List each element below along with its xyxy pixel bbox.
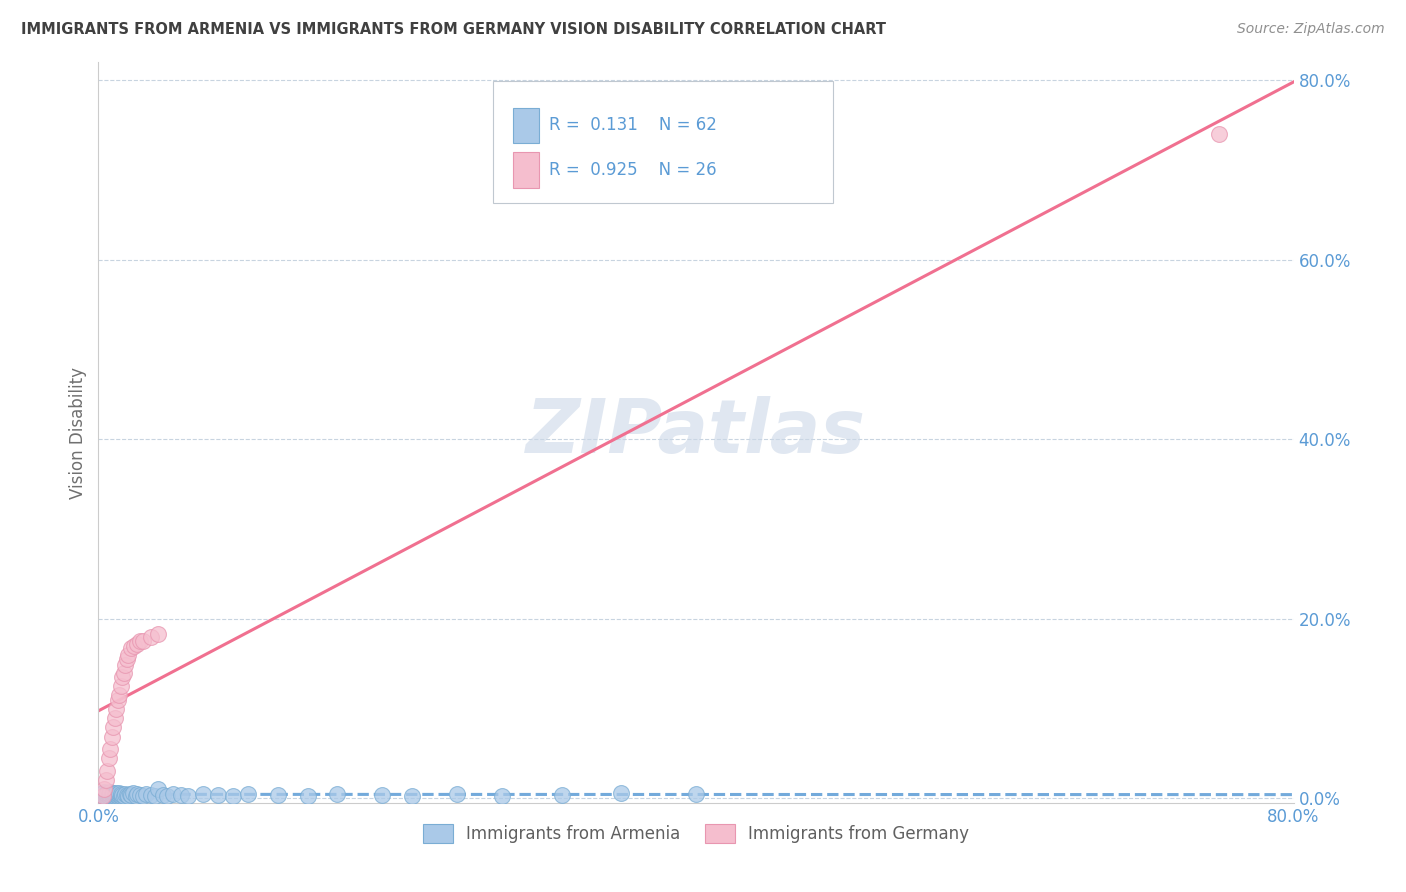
Text: Source: ZipAtlas.com: Source: ZipAtlas.com	[1237, 22, 1385, 37]
Point	[108, 688, 131, 702]
Point	[121, 786, 143, 800]
Point	[97, 789, 120, 803]
Point	[191, 787, 214, 801]
Point	[110, 787, 132, 801]
FancyBboxPatch shape	[513, 108, 540, 143]
Legend: Immigrants from Armenia, Immigrants from Germany: Immigrants from Armenia, Immigrants from…	[416, 817, 976, 850]
Point	[94, 773, 117, 788]
Point	[108, 788, 131, 802]
Point	[96, 788, 118, 802]
Point	[162, 787, 184, 801]
FancyBboxPatch shape	[494, 81, 834, 203]
Point	[267, 788, 290, 802]
Point	[107, 692, 129, 706]
Point	[93, 782, 115, 797]
Point	[169, 788, 191, 802]
Text: IMMIGRANTS FROM ARMENIA VS IMMIGRANTS FROM GERMANY VISION DISABILITY CORRELATION: IMMIGRANTS FROM ARMENIA VS IMMIGRANTS FR…	[21, 22, 886, 37]
Point	[207, 788, 229, 802]
Point	[550, 788, 572, 802]
Point	[1208, 127, 1230, 141]
Point	[105, 701, 128, 715]
Point	[98, 742, 122, 756]
Point	[297, 789, 319, 803]
Text: ZIPatlas: ZIPatlas	[526, 396, 866, 469]
Point	[110, 789, 132, 803]
Point	[152, 788, 174, 802]
Point	[97, 787, 120, 801]
Point	[115, 652, 138, 666]
Point	[103, 788, 125, 802]
Point	[104, 789, 127, 803]
Point	[98, 788, 122, 802]
Point	[148, 782, 170, 797]
Point	[401, 789, 423, 803]
Point	[222, 789, 245, 803]
Point	[91, 789, 114, 803]
Point	[93, 788, 115, 802]
Point	[132, 634, 155, 648]
Point	[101, 731, 124, 745]
Point	[105, 788, 128, 802]
Point	[139, 788, 162, 802]
Point	[118, 787, 141, 801]
Point	[135, 787, 157, 801]
Point	[114, 787, 136, 801]
Point	[112, 789, 135, 803]
Point	[111, 788, 134, 802]
Point	[112, 665, 135, 680]
Point	[117, 789, 139, 803]
Point	[143, 789, 166, 803]
Point	[103, 719, 125, 733]
Point	[129, 788, 152, 802]
Point	[94, 787, 117, 801]
Point	[114, 658, 136, 673]
Point	[105, 786, 128, 800]
Point	[98, 785, 122, 799]
Point	[685, 787, 707, 801]
Point	[104, 710, 127, 724]
Point	[127, 787, 149, 801]
Point	[103, 786, 125, 800]
Point	[91, 789, 114, 803]
Point	[97, 751, 120, 765]
Point	[96, 764, 118, 779]
Text: R =  0.925    N = 26: R = 0.925 N = 26	[548, 161, 717, 178]
Point	[127, 637, 149, 651]
Point	[148, 627, 170, 641]
Point	[96, 786, 118, 800]
Point	[104, 787, 127, 801]
Point	[139, 630, 162, 644]
Point	[125, 789, 148, 803]
Point	[132, 789, 155, 803]
Point	[371, 788, 394, 802]
Point	[94, 789, 117, 803]
Point	[120, 640, 142, 655]
Point	[101, 789, 124, 803]
Point	[110, 679, 132, 693]
Point	[129, 634, 152, 648]
Point	[236, 787, 259, 801]
Point	[101, 787, 124, 801]
Point	[117, 648, 139, 662]
Y-axis label: Vision Disability: Vision Disability	[69, 367, 87, 499]
Point	[111, 670, 134, 684]
Point	[115, 788, 138, 802]
Point	[177, 789, 200, 803]
Point	[326, 787, 349, 801]
Point	[93, 785, 115, 799]
Point	[107, 787, 129, 801]
Point	[120, 788, 142, 802]
Text: R =  0.131    N = 62: R = 0.131 N = 62	[548, 116, 717, 135]
Point	[91, 786, 114, 800]
Point	[124, 639, 146, 653]
Point	[446, 787, 468, 801]
Point	[107, 789, 129, 803]
FancyBboxPatch shape	[513, 152, 540, 187]
Point	[610, 786, 633, 800]
Point	[156, 789, 179, 803]
Point	[491, 789, 513, 803]
Point	[90, 787, 112, 801]
Point	[108, 786, 131, 800]
